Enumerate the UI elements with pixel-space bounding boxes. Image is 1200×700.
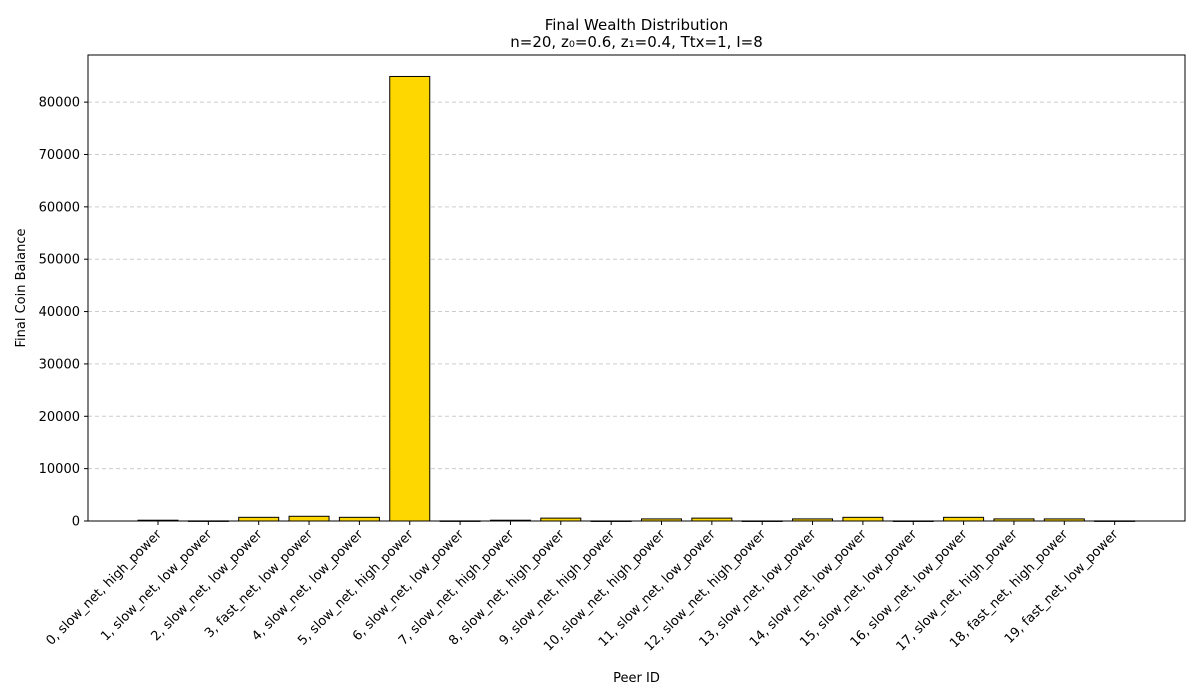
y-axis-ticks: 0 10000 20000 30000 40000 50000 60000 70000 8000… [39, 96, 88, 530]
bar-peer-16 [943, 516, 985, 522]
chart-title: Final Wealth Distribution [545, 16, 729, 34]
y-gridlines [88, 101, 1185, 470]
y-tick-label: 20000 [39, 410, 80, 425]
y-tick-label: 30000 [39, 357, 80, 372]
y-tick-label: 10000 [39, 462, 80, 477]
bar-series [137, 75, 1136, 522]
y-axis-label: Final Coin Balance [14, 229, 29, 348]
bar-peer-2 [238, 516, 280, 522]
bar-peer-5 [389, 75, 431, 522]
y-tick-label: 0 [72, 515, 80, 530]
bar-peer-3 [288, 515, 330, 522]
y-tick-label: 60000 [39, 200, 80, 215]
y-tick-label: 40000 [39, 305, 80, 320]
y-tick-label: 50000 [39, 253, 80, 268]
plot-frame [87, 54, 1186, 522]
bar-peer-4 [338, 516, 380, 522]
x-axis-label: Peer ID [613, 671, 660, 686]
chart-subtitle: n=20, z₀=0.6, z₁=0.4, Ttx=1, I=8 [510, 33, 763, 51]
y-tick-label: 70000 [39, 148, 80, 163]
y-tick-label: 80000 [39, 96, 80, 111]
bar-peer-14 [842, 516, 884, 522]
